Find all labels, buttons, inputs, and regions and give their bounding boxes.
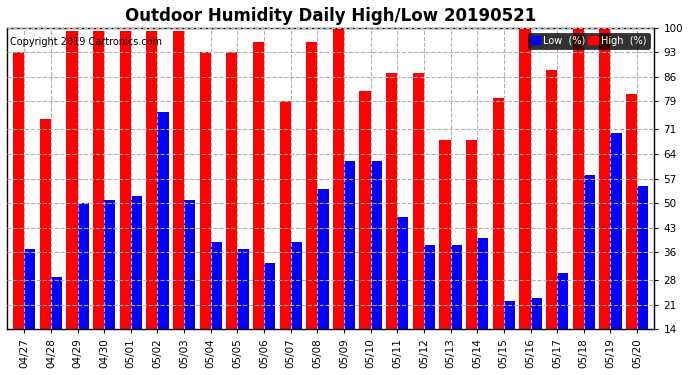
Bar xyxy=(253,42,264,329)
Bar xyxy=(451,245,462,329)
Bar xyxy=(466,140,477,329)
Bar xyxy=(557,273,569,329)
Bar xyxy=(599,28,611,329)
Bar xyxy=(306,42,317,329)
Bar xyxy=(371,161,382,329)
Text: Copyright 2019 Cartronics.com: Copyright 2019 Cartronics.com xyxy=(10,37,162,47)
Bar xyxy=(173,32,184,329)
Bar xyxy=(131,196,142,329)
Bar xyxy=(77,203,89,329)
Bar xyxy=(237,249,248,329)
Bar xyxy=(637,186,649,329)
Bar xyxy=(146,32,157,329)
Bar xyxy=(504,301,515,329)
Bar xyxy=(413,74,424,329)
Bar xyxy=(397,217,408,329)
Bar xyxy=(359,91,371,329)
Bar xyxy=(546,70,557,329)
Bar xyxy=(264,262,275,329)
Bar xyxy=(386,74,397,329)
Bar xyxy=(440,140,451,329)
Bar xyxy=(51,277,62,329)
Bar xyxy=(531,298,542,329)
Bar xyxy=(279,102,290,329)
Bar xyxy=(424,245,435,329)
Bar xyxy=(184,200,195,329)
Bar xyxy=(493,98,504,329)
Bar xyxy=(333,28,344,329)
Bar xyxy=(611,133,622,329)
Bar xyxy=(93,32,104,329)
Bar xyxy=(477,238,489,329)
Bar xyxy=(66,32,77,329)
Bar xyxy=(317,189,328,329)
Bar xyxy=(40,119,51,329)
Bar xyxy=(626,94,637,329)
Title: Outdoor Humidity Daily High/Low 20190521: Outdoor Humidity Daily High/Low 20190521 xyxy=(125,7,536,25)
Bar xyxy=(520,28,531,329)
Legend: Low  (%), High  (%): Low (%), High (%) xyxy=(528,33,649,49)
Bar xyxy=(344,161,355,329)
Bar xyxy=(584,175,595,329)
Bar xyxy=(210,242,222,329)
Bar xyxy=(24,249,35,329)
Bar xyxy=(199,53,210,329)
Bar xyxy=(226,53,237,329)
Bar xyxy=(290,242,302,329)
Bar xyxy=(104,200,115,329)
Bar xyxy=(157,112,168,329)
Bar xyxy=(119,32,131,329)
Bar xyxy=(13,53,24,329)
Bar xyxy=(573,28,584,329)
